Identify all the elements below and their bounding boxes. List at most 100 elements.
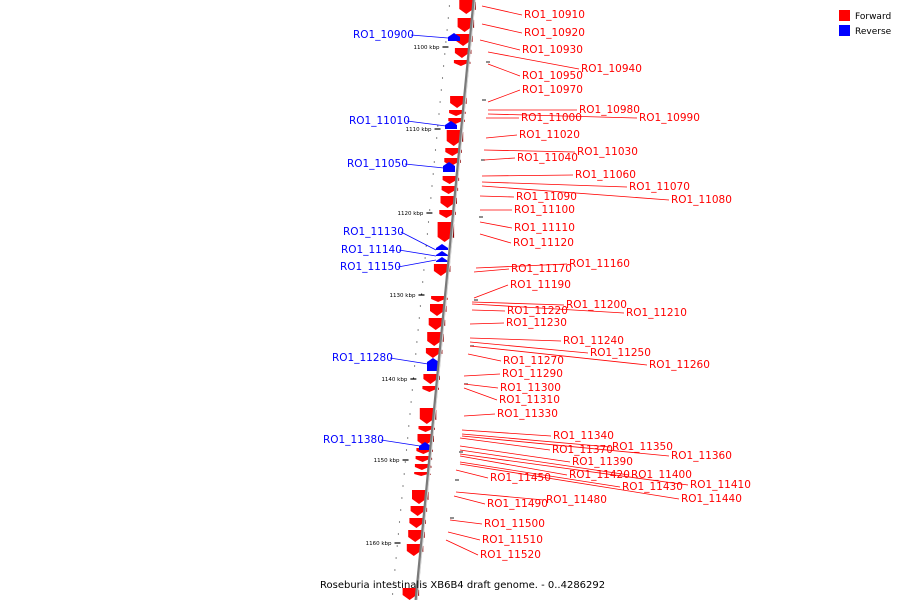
scale-dot (444, 53, 446, 55)
forward-gene-label[interactable]: RO1_10940 (581, 63, 642, 75)
scale-dot (411, 389, 413, 391)
forward-gene-block (453, 60, 468, 66)
forward-gene-label[interactable]: RO1_11070 (629, 181, 690, 193)
forward-gene-label[interactable]: RO1_11270 (503, 355, 564, 367)
kbp-tick-label: 1100 kbp (414, 45, 440, 51)
forward-gene-label[interactable]: RO1_11450 (490, 472, 551, 484)
forward-gene-label[interactable]: RO1_11020 (519, 129, 580, 141)
scale-dot (431, 185, 433, 187)
forward-gene-label[interactable]: RO1_10920 (524, 27, 585, 39)
reverse-gene-label[interactable]: RO1_11140 (341, 244, 402, 256)
forward-gene-label[interactable]: RO1_11080 (671, 194, 732, 206)
scale-dot (405, 449, 408, 451)
scale-dot (394, 569, 396, 571)
backbone-layer (414, 0, 476, 600)
forward-gene-label[interactable]: RO1_10990 (639, 112, 700, 124)
reverse-gene-label[interactable]: RO1_10900 (353, 29, 414, 41)
forward-gene-block (425, 348, 440, 358)
scale-dot (400, 509, 402, 511)
forward-leader-line (459, 445, 571, 463)
scale-dot (419, 305, 421, 307)
forward-gene-label[interactable]: RO1_11120 (513, 237, 574, 249)
forward-gene-label[interactable]: RO1_11300 (500, 382, 561, 394)
forward-gene-label[interactable]: RO1_11100 (514, 204, 575, 216)
forward-gene-label[interactable]: RO1_11260 (649, 359, 710, 371)
forward-gene-label[interactable]: RO1_11210 (626, 307, 687, 319)
forward-gene-label[interactable]: RO1_10980 (579, 104, 640, 116)
scale-dot (445, 41, 447, 43)
forward-gene-label[interactable]: RO1_10930 (522, 44, 583, 56)
genome-backbone (414, 0, 476, 600)
reverse-gene-label[interactable]: RO1_11130 (343, 226, 404, 238)
forward-leader-line (469, 345, 648, 366)
scale-dot (417, 329, 419, 331)
forward-gene-label[interactable]: RO1_11420 (569, 469, 630, 481)
scale-dot (432, 173, 434, 175)
reverse-gene-label[interactable]: RO1_11380 (323, 434, 384, 446)
forward-gene-label[interactable]: RO1_11160 (569, 258, 630, 270)
forward-gene-label[interactable]: RO1_11290 (502, 368, 563, 380)
reverse-leader-line (406, 120, 447, 127)
forward-gene-block (446, 130, 461, 146)
forward-gene-label[interactable]: RO1_10970 (522, 84, 583, 96)
forward-gene-label[interactable]: RO1_11520 (480, 549, 541, 561)
forward-gene-label[interactable]: RO1_11310 (499, 394, 560, 406)
reverse-gene-block (448, 33, 460, 41)
forward-gene-label[interactable]: RO1_11370 (552, 444, 613, 456)
forward-gene-label[interactable]: RO1_11510 (482, 534, 543, 546)
forward-gene-label[interactable]: RO1_10910 (524, 9, 585, 21)
forward-gene-label[interactable]: RO1_11230 (506, 317, 567, 329)
forward-gene-label[interactable]: RO1_11340 (553, 430, 614, 442)
forward-gene-label[interactable]: RO1_11170 (511, 263, 572, 275)
forward-gene-label[interactable]: RO1_11040 (517, 152, 578, 164)
forward-leader-line (479, 195, 515, 198)
scale-dot (439, 101, 441, 103)
scale-dot (409, 413, 411, 415)
forward-leader-line (463, 387, 498, 401)
forward-gene-label[interactable]: RO1_11190 (510, 279, 571, 291)
forward-gene-label[interactable]: RO1_11200 (566, 299, 627, 311)
forward-gene-block (428, 318, 443, 330)
forward-gene-block (408, 530, 423, 542)
forward-leader-line (469, 341, 589, 354)
forward-gene-block (419, 408, 434, 424)
reverse-gene-block (427, 358, 439, 371)
forward-gene-label[interactable]: RO1_11060 (575, 169, 636, 181)
forward-gene-block (430, 304, 444, 316)
reverse-gene-label[interactable]: RO1_11050 (347, 158, 408, 170)
scale-dot (414, 365, 416, 367)
forward-gene-label[interactable]: RO1_11240 (563, 335, 624, 347)
forward-gene-label[interactable]: RO1_11090 (516, 191, 577, 203)
forward-gene-label[interactable]: RO1_11250 (590, 347, 651, 359)
reverse-gene-label[interactable]: RO1_11010 (349, 115, 410, 127)
forward-leader-line (469, 337, 562, 342)
forward-gene-label[interactable]: RO1_11350 (612, 441, 673, 453)
forward-leader-line (475, 263, 568, 269)
forward-gene-label[interactable]: RO1_11490 (487, 498, 548, 510)
forward-gene-block (414, 464, 429, 470)
forward-gene-label[interactable]: RO1_10950 (522, 70, 583, 82)
forward-gene-label[interactable]: RO1_11030 (577, 146, 638, 158)
forward-gene-label[interactable]: RO1_11330 (497, 408, 558, 420)
tick-layer: 1100 kbp 1110 kbp 1120 kbp 1130 kbp 1140 kbp… (366, 5, 490, 595)
forward-gene-label[interactable]: RO1_11440 (681, 493, 742, 505)
forward-gene-block (459, 0, 474, 14)
forward-gene-label[interactable]: RO1_11220 (507, 305, 568, 317)
scale-dot (408, 425, 410, 427)
reverse-gene-label[interactable]: RO1_11150 (340, 261, 401, 273)
scale-dot (448, 5, 450, 7)
reverse-gene-label[interactable]: RO1_11280 (332, 352, 393, 364)
forward-gene-label[interactable]: RO1_11390 (572, 456, 633, 468)
forward-gene-label[interactable]: RO1_11500 (484, 518, 545, 530)
forward-gene-label[interactable]: RO1_11410 (690, 479, 751, 491)
forward-gene-block (437, 222, 452, 242)
forward-gene-label[interactable]: RO1_11360 (671, 450, 732, 462)
forward-gene-label[interactable]: RO1_11000 (521, 112, 582, 124)
scale-dot (403, 473, 405, 475)
forward-gene-label[interactable]: RO1_11430 (622, 481, 683, 493)
scale-dot (410, 401, 412, 403)
forward-gene-label[interactable]: RO1_11400 (631, 469, 692, 481)
forward-gene-block (450, 96, 465, 108)
forward-gene-label[interactable]: RO1_11480 (546, 494, 607, 506)
forward-gene-label[interactable]: RO1_11110 (514, 222, 575, 234)
